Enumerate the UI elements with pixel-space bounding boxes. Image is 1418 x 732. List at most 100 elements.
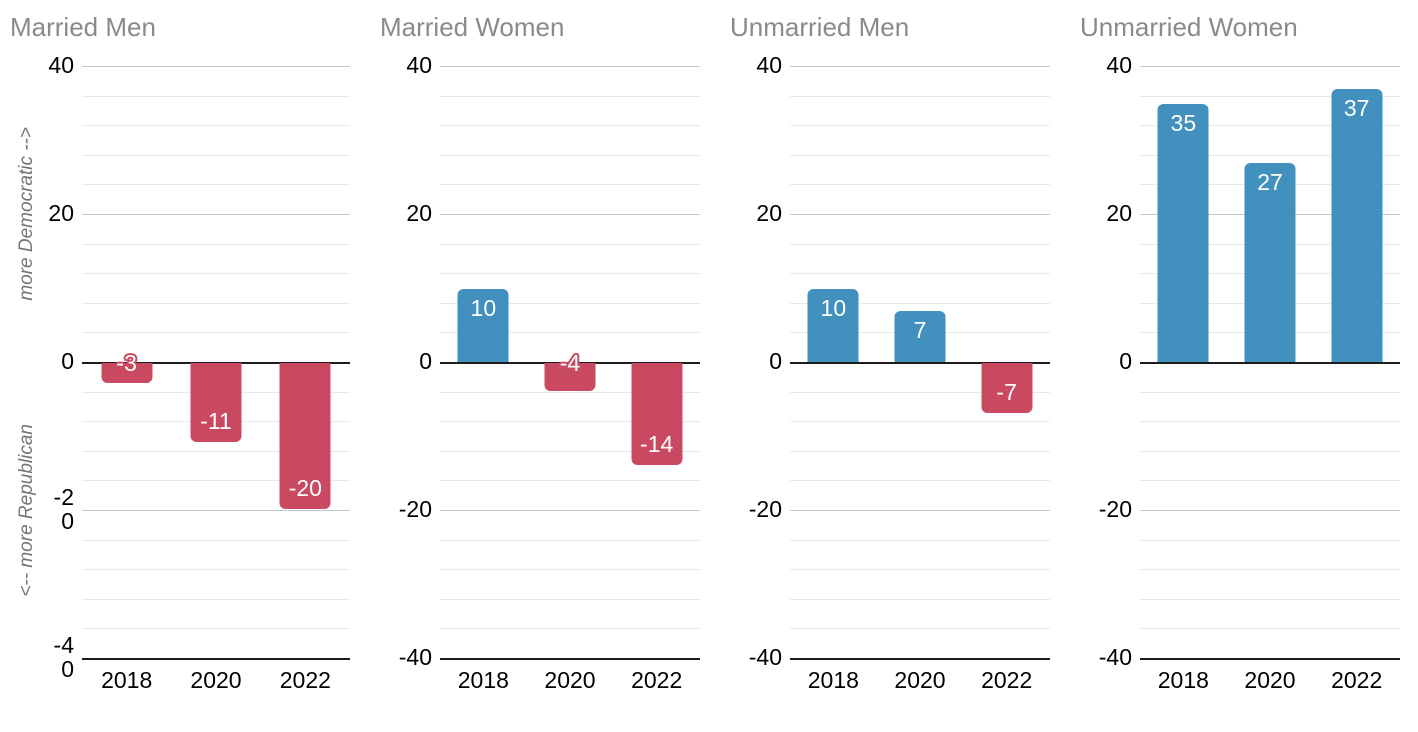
gridline	[82, 540, 350, 541]
y-axis-title-column: more Democratic --> <-- more Republican	[10, 66, 44, 658]
y-tick-label: -20	[398, 496, 432, 523]
gridline	[440, 125, 700, 126]
gridline	[82, 303, 350, 304]
gridline	[82, 628, 350, 629]
y-tick-label: -20	[53, 484, 74, 534]
x-tick-label-2020: 2020	[190, 667, 242, 693]
x-axis-labels: 2018 2020 2022	[790, 658, 1050, 693]
x-axis-baseline	[440, 658, 700, 660]
bar-value-label: -4	[559, 350, 581, 376]
chart-title: Married Women	[380, 12, 565, 42]
bar-value-label: 10	[470, 295, 497, 321]
gridline	[790, 244, 1050, 245]
gridline	[82, 451, 350, 452]
plot-area: -3 -11 -20	[82, 66, 350, 660]
gridline	[790, 96, 1050, 97]
gridline	[82, 214, 350, 215]
y-axis-title-top-half: more Democratic -->	[10, 66, 44, 362]
gridline	[790, 540, 1050, 541]
bar-value-label: -11	[200, 408, 232, 434]
plot-area: 35 27 37	[1140, 66, 1400, 660]
plot-area: 10 -4 -14	[440, 66, 700, 660]
bar-value-label: -7	[996, 379, 1017, 405]
bar-2020: -4	[544, 350, 596, 391]
gridline	[440, 628, 700, 629]
bar-value-label: 37	[1343, 95, 1370, 121]
chart-body: 40 20 0 -20 -40 10 7 -7 2018 2020 2022	[730, 53, 1050, 693]
bar-columns: 10 -4 -14	[440, 66, 700, 658]
gridline	[82, 569, 350, 570]
y-tick-label: 20	[406, 200, 432, 227]
plot-wrap: 35 27 37 2018 2020 2022	[1140, 66, 1400, 693]
x-tick-label-2018: 2018	[807, 667, 859, 693]
gridline	[440, 392, 700, 393]
chart-panel-unmarried-men: Unmarried Men 40 20 0 -20 -40 10 7 -7 2018 2020 202…	[718, 0, 1068, 732]
bar-column-2020: -11	[171, 66, 260, 658]
gridline	[82, 125, 350, 126]
x-tick-label-2018: 2018	[457, 667, 509, 693]
gridline	[1140, 569, 1400, 570]
gridline	[82, 332, 350, 333]
gridline	[1140, 628, 1400, 629]
gridline	[790, 273, 1050, 274]
gridline	[440, 569, 700, 570]
x-tick-label-2022: 2022	[1331, 667, 1383, 693]
y-tick-label: 0	[769, 348, 782, 375]
bar-value-label: 27	[1257, 169, 1283, 195]
gridline	[82, 184, 350, 185]
y-tick-label: 0	[61, 348, 74, 375]
gridline	[1140, 96, 1400, 97]
bar-column-2022: -7	[963, 66, 1050, 658]
x-axis-labels: 2018 2020 2022	[82, 658, 350, 693]
x-tick-label-2018: 2018	[1157, 667, 1209, 693]
gridline	[440, 303, 700, 304]
y-tick-label: 20	[48, 200, 74, 227]
x-axis-baseline	[82, 658, 350, 660]
bar-value-label: 10	[820, 295, 847, 321]
gridline	[790, 303, 1050, 304]
bar-columns: -3 -11 -20	[82, 66, 350, 658]
gridline	[1140, 510, 1400, 511]
chart-body: more Democratic --> <-- more Republican 40…	[10, 53, 350, 693]
y-tick-label: -40	[398, 644, 432, 671]
gridline	[1140, 421, 1400, 422]
plot-wrap: -3 -11 -20 2018 2020 2022	[82, 66, 350, 693]
bar-column-2022: 37	[1313, 66, 1400, 658]
chart-panel-married-women: Married Women 40 20 0 -20 -40 10 -4 -14 2018 2020 2…	[368, 0, 718, 732]
chart-body: 40 20 0 -20 -40 10 -4 -14 2018 2020 2022	[380, 53, 700, 693]
gridline	[790, 392, 1050, 393]
zero-line	[790, 362, 1050, 364]
bar-2018: -3	[101, 350, 153, 383]
y-tick-label: 40	[48, 52, 74, 79]
gridline	[1140, 155, 1400, 156]
gridline	[440, 96, 700, 97]
bar-2020: 27	[1244, 163, 1296, 362]
y-tick-label: -40	[1098, 644, 1132, 671]
gridline	[82, 510, 350, 511]
gridline	[1140, 540, 1400, 541]
y-tick-label: 40	[406, 52, 432, 79]
x-tick-label-2020: 2020	[894, 667, 946, 693]
plot-wrap: 10 7 -7 2018 2020 2022	[790, 66, 1050, 693]
chart-panel-married-men: Married Men more Democratic --> <-- more R…	[0, 0, 368, 732]
bar-2022: -14	[631, 363, 683, 465]
gridline	[440, 244, 700, 245]
plot-wrap: 10 -4 -14 2018 2020 2022	[440, 66, 700, 693]
bar-2022: -7	[981, 363, 1033, 413]
bar-column-2018: 35	[1140, 66, 1227, 658]
bar-column-2020: 27	[1227, 66, 1314, 658]
bar-2018: 35	[1157, 104, 1209, 362]
bar-2018: 10	[457, 289, 509, 362]
bar-2022: -20	[279, 363, 331, 509]
y-tick-label: 20	[1106, 200, 1132, 227]
bar-2020: -11	[190, 363, 242, 442]
y-axis-label-more-republican: <-- more Republican	[16, 423, 37, 597]
gridline	[790, 125, 1050, 126]
gridline	[790, 480, 1050, 481]
gridline	[1140, 66, 1400, 67]
bar-column-2018: -3	[82, 66, 171, 658]
y-tick-label: 40	[756, 52, 782, 79]
x-tick-label-2020: 2020	[544, 667, 596, 693]
gridline	[790, 599, 1050, 600]
gridline	[1140, 480, 1400, 481]
